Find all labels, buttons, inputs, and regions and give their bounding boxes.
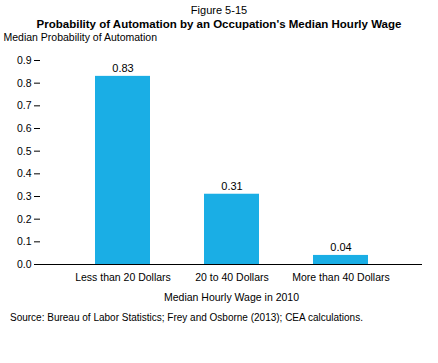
svg-text:More than 40 Dollars: More than 40 Dollars [292, 271, 389, 283]
svg-text:0.04: 0.04 [330, 241, 351, 253]
svg-text:0.5: 0.5 [17, 145, 32, 157]
svg-text:0.2: 0.2 [17, 213, 32, 225]
svg-text:Median Hourly Wage in 2010: Median Hourly Wage in 2010 [164, 291, 299, 303]
html-text:Probability of Automation by a: Probability of Automation by an Occupati… [36, 18, 402, 30]
svg-text:0.31: 0.31 [221, 180, 242, 192]
svg-text:0.0: 0.0 [17, 258, 32, 270]
html-text:Figure 5-15: Figure 5-15 [190, 4, 248, 16]
svg-text:Median Probability of Automati: Median Probability of Automation [4, 31, 158, 43]
svg-text:0.4: 0.4 [17, 167, 32, 179]
svg-text:0.6: 0.6 [17, 122, 32, 134]
svg-text:0.3: 0.3 [17, 190, 32, 202]
svg-text:Less than 20 Dollars: Less than 20 Dollars [75, 271, 171, 283]
html-text:Source: Bureau of Labor Statis: Source: Bureau of Labor Statistics; Frey… [10, 312, 363, 323]
svg-text:0.8: 0.8 [17, 77, 32, 89]
svg-text:0.7: 0.7 [17, 99, 32, 111]
svg-text:0.83: 0.83 [112, 62, 133, 74]
svg-text:0.9: 0.9 [17, 54, 32, 66]
svg-text:20 to 40 Dollars: 20 to 40 Dollars [195, 271, 269, 283]
svg-text:0.1: 0.1 [17, 235, 32, 247]
